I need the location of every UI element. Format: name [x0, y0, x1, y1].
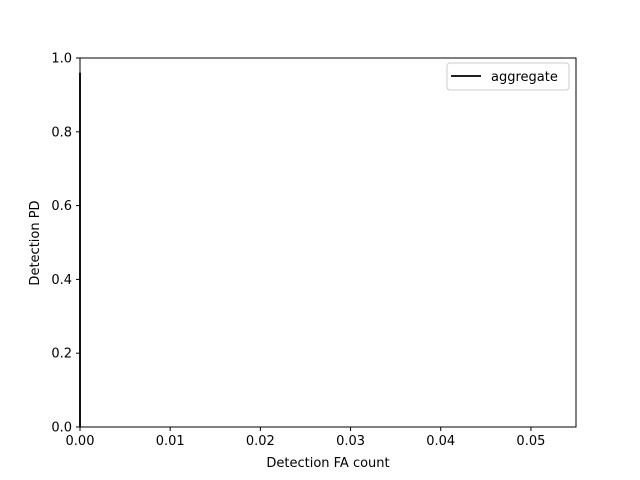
x-axis-ticks: 0.00 0.01 0.02 0.03 0.04 0.05: [66, 427, 545, 449]
x-tick-label: 0.03: [336, 434, 365, 449]
legend: aggregate: [446, 62, 570, 91]
y-tick-label: 0.6: [51, 199, 72, 214]
x-axis-label: Detection FA count: [266, 456, 389, 471]
legend-label: aggregate: [491, 70, 558, 85]
x-tick-label: 0.02: [246, 434, 275, 449]
x-tick-label: 0.04: [426, 434, 455, 449]
y-axis-label: Detection PD: [28, 200, 43, 285]
plot-area: [79, 57, 577, 428]
y-tick-label: 0.2: [51, 347, 72, 362]
y-tick-label: 0.0: [51, 421, 72, 436]
legend-box: [446, 62, 570, 91]
y-tick-label: 0.4: [51, 273, 72, 288]
plot-background: [80, 58, 576, 427]
plot-frame: [79, 57, 577, 428]
y-tick-label: 0.8: [51, 125, 72, 140]
x-tick-label: 0.01: [156, 434, 185, 449]
y-axis-ticks: 0.0 0.2 0.4 0.6 0.8 1.0: [51, 52, 80, 436]
y-tick-label: 1.0: [51, 52, 72, 67]
x-tick-label: 0.00: [66, 434, 95, 449]
x-tick-label: 0.05: [516, 434, 545, 449]
